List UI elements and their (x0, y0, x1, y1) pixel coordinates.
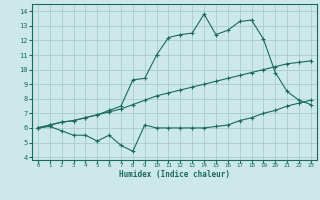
X-axis label: Humidex (Indice chaleur): Humidex (Indice chaleur) (119, 170, 230, 179)
